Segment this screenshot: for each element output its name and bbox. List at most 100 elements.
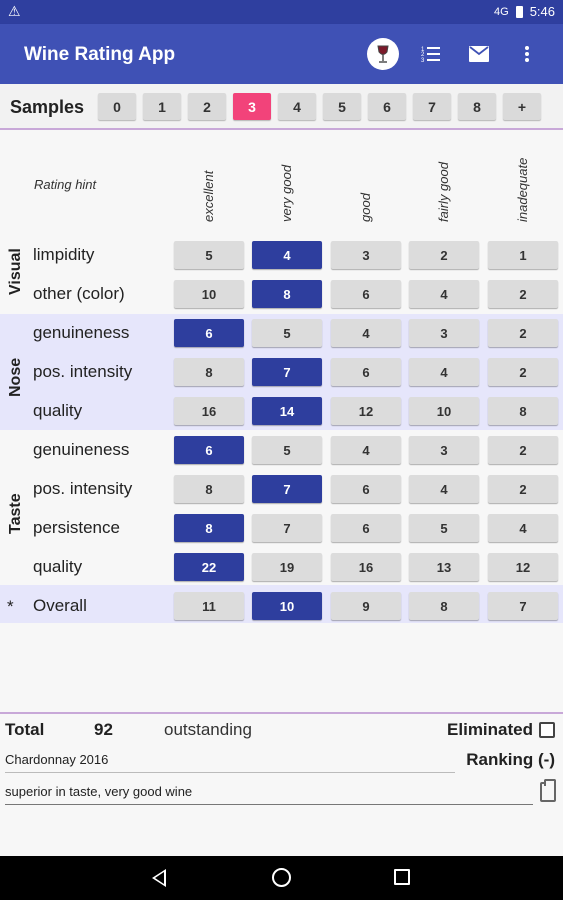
rating-cell[interactable]: 4	[252, 241, 322, 269]
overall-cell[interactable]: 9	[331, 592, 401, 620]
rating-cell[interactable]: 12	[488, 553, 558, 581]
column-header-good: good	[358, 193, 373, 222]
ranking-label[interactable]: Ranking (-)	[466, 750, 555, 769]
rating-cell[interactable]: 19	[252, 553, 322, 581]
rating-cell[interactable]: 16	[174, 397, 244, 425]
rating-cell[interactable]: 10	[409, 397, 479, 425]
samples-label: Samples	[10, 97, 85, 117]
rating-cell[interactable]: 3	[409, 319, 479, 347]
rating-cell[interactable]: 5	[174, 241, 244, 269]
column-header-excellent: excellent	[201, 170, 216, 222]
row-label-pos-intensity: pos. intensity	[33, 479, 133, 498]
overall-marker: *	[7, 597, 14, 616]
wine-glass-icon[interactable]	[367, 38, 399, 70]
rating-cell[interactable]: 4	[409, 280, 479, 308]
sample-button-5[interactable]: 5	[323, 93, 361, 120]
overall-cell[interactable]: 8	[409, 592, 479, 620]
rating-cell[interactable]: 12	[331, 397, 401, 425]
rating-cell[interactable]: 8	[174, 475, 244, 503]
comment-field[interactable]: superior in taste, very good wine	[5, 784, 533, 805]
rating-grid: Rating hint excellent very good good fairly…	[0, 132, 563, 624]
back-icon[interactable]	[152, 869, 166, 887]
rating-cell[interactable]: 14	[252, 397, 322, 425]
status-bar: ⚠ 4G 5:46	[0, 0, 563, 24]
recents-icon[interactable]	[394, 869, 410, 885]
rating-cell[interactable]: 7	[252, 475, 322, 503]
rating-cell[interactable]: 8	[488, 397, 558, 425]
sample-button-1[interactable]: 1	[143, 93, 181, 120]
row-label-quality: quality	[33, 557, 83, 576]
rating-cell[interactable]: 6	[174, 319, 244, 347]
more-vert-icon[interactable]	[511, 38, 543, 70]
rating-cell[interactable]: 4	[331, 436, 401, 464]
rating-cell[interactable]: 6	[331, 475, 401, 503]
rating-cell[interactable]: 2	[409, 241, 479, 269]
clipboard-icon[interactable]	[540, 779, 556, 802]
list-icon[interactable]: 1 2 3	[415, 38, 447, 70]
rating-cell[interactable]: 13	[409, 553, 479, 581]
rating-cell[interactable]: 2	[488, 436, 558, 464]
row-label-pos-intensity: pos. intensity	[33, 362, 133, 381]
rating-cell[interactable]: 5	[409, 514, 479, 542]
rating-cell[interactable]: 2	[488, 475, 558, 503]
rating-cell[interactable]: 6	[331, 358, 401, 386]
wine-name-field[interactable]: Chardonnay 2016	[5, 752, 455, 773]
column-header-very-good: very good	[279, 164, 294, 222]
network-indicator: 4G	[494, 5, 509, 18]
rating-cell[interactable]: 3	[331, 241, 401, 269]
rating-cell[interactable]: 16	[331, 553, 401, 581]
status-time: 5:46	[529, 4, 555, 19]
eliminated-label: Eliminated	[447, 720, 533, 739]
sample-button-6[interactable]: 6	[368, 93, 406, 120]
row-label-genuineness: genuineness	[33, 323, 130, 342]
rating-cell[interactable]: 2	[488, 280, 558, 308]
rating-cell[interactable]: 6	[174, 436, 244, 464]
rating-cell[interactable]: 22	[174, 553, 244, 581]
group-label-taste: Taste	[7, 492, 24, 534]
row-label-quality: quality	[33, 401, 83, 420]
rating-cell[interactable]: 3	[409, 436, 479, 464]
rating-cell[interactable]: 8	[252, 280, 322, 308]
total-label: Total	[5, 720, 45, 739]
battery-icon	[515, 5, 523, 18]
rating-cell[interactable]: 6	[331, 280, 401, 308]
rating-cell[interactable]: 2	[488, 319, 558, 347]
sample-button-8[interactable]: 8	[458, 93, 496, 120]
rating-cell[interactable]: 10	[174, 280, 244, 308]
rating-cell[interactable]: 4	[488, 514, 558, 542]
rating-cell[interactable]: 8	[174, 514, 244, 542]
sample-button-2[interactable]: 2	[188, 93, 226, 120]
rating-cell[interactable]: 7	[252, 358, 322, 386]
rating-cell[interactable]: 2	[488, 358, 558, 386]
group-label-visual: Visual	[7, 248, 24, 295]
rating-cell[interactable]: 1	[488, 241, 558, 269]
rating-cell[interactable]: 7	[252, 514, 322, 542]
sample-button-3[interactable]: 3	[233, 93, 271, 120]
eliminated-checkbox[interactable]	[539, 722, 555, 738]
rating-cell[interactable]: 5	[252, 319, 322, 347]
rating-cell[interactable]: 4	[331, 319, 401, 347]
rating-cell[interactable]: 4	[409, 475, 479, 503]
row-label-limpidity: limpidity	[33, 245, 95, 264]
overall-cell[interactable]: 11	[174, 592, 244, 620]
rating-cell[interactable]: 4	[409, 358, 479, 386]
mail-icon[interactable]	[463, 38, 495, 70]
row-label-overall: Overall	[33, 596, 87, 615]
rating-cell[interactable]: 6	[331, 514, 401, 542]
home-icon[interactable]	[272, 868, 291, 887]
app-title: Wine Rating App	[24, 44, 176, 65]
sample-button-4[interactable]: 4	[278, 93, 316, 120]
rating-cell[interactable]: 5	[252, 436, 322, 464]
total-score: 92	[94, 720, 113, 739]
row-label-persistence: persistence	[33, 518, 120, 537]
sample-button-7[interactable]: 7	[413, 93, 451, 120]
sample-button-0[interactable]: 0	[98, 93, 136, 120]
add-sample-button[interactable]: +	[503, 93, 541, 120]
svg-text:3: 3	[421, 58, 425, 63]
samples-bar: Samples 0 1 2 3 4 5 6 7 8 +	[0, 84, 563, 130]
column-header-inadequate: inadequate	[515, 157, 530, 222]
overall-cell[interactable]: 7	[488, 592, 558, 620]
overall-cell[interactable]: 10	[252, 592, 322, 620]
rating-cell[interactable]: 8	[174, 358, 244, 386]
row-label-other-color-: other (color)	[33, 284, 125, 303]
